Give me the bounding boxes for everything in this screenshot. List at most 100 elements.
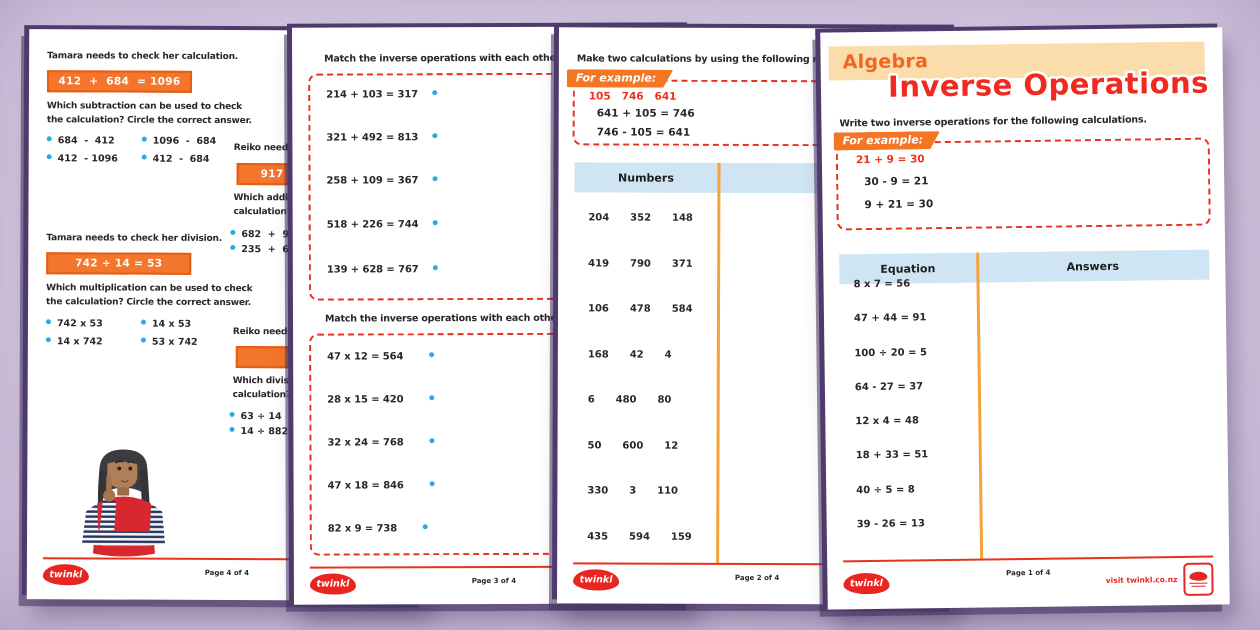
- page-footer: twinkl Page 1 of 4 visit twinkl.co.nz: [843, 555, 1214, 601]
- table-row: 64 - 27 = 37: [854, 381, 924, 394]
- badge-line: [1191, 585, 1206, 587]
- for-example-banner: For example:: [834, 131, 941, 150]
- twinkl-mini-logo-icon: [1189, 571, 1208, 581]
- table-row: 106 478 584: [588, 303, 693, 315]
- match-item: 214 + 103 = 317: [326, 89, 438, 101]
- table-row: 435 594 159: [587, 530, 692, 543]
- answer-option: 412 - 1096: [46, 153, 142, 165]
- match-item: 321 + 492 = 813: [326, 132, 438, 144]
- match-dot-icon: [429, 352, 435, 358]
- table-row: 8 x 7 = 56: [853, 278, 911, 291]
- r1-intro: Reiko needs t: [233, 143, 301, 154]
- match-item: 82 x 9 = 738: [328, 523, 429, 535]
- match-dot-icon: [423, 524, 429, 530]
- bullet-icon: [229, 427, 235, 433]
- numbers-column-header: Numbers: [618, 171, 674, 185]
- answer-option: 14 ÷ 882: [229, 426, 288, 437]
- bullet-icon: [141, 154, 147, 160]
- answer-option: 684 - 412: [46, 135, 142, 147]
- q1-question-line1: Which subtraction can be used to check: [46, 101, 242, 113]
- worksheet-page-4: Tamara needs to check her calculation. 4…: [26, 29, 430, 601]
- match-dot-icon: [432, 176, 438, 182]
- match-item: 32 x 24 = 768: [327, 437, 435, 449]
- example-line: 30 - 9 = 21: [864, 175, 929, 189]
- twinkl-logo: twinkl: [573, 569, 620, 591]
- answers-column-header: Answers: [1066, 259, 1120, 273]
- table-row: 100 ÷ 20 = 5: [854, 346, 927, 359]
- q1-options: 684 - 412 1096 - 684 412 - 1096 412 - 68…: [46, 135, 237, 165]
- bullet-icon: [46, 154, 52, 160]
- answer-option: 742 x 53: [45, 318, 141, 329]
- example-box: 21 + 9 = 30 30 - 9 = 21 9 + 21 = 30: [835, 137, 1211, 231]
- q2-options: 742 x 53 14 x 53 14 x 742 53 x 742: [45, 318, 236, 348]
- bullet-icon: [141, 136, 147, 142]
- twinkl-logo: twinkl: [42, 564, 89, 586]
- table-row: 419 790 371: [588, 257, 693, 270]
- equation-rows: 8 x 7 = 56 47 + 44 = 91 100 ÷ 20 = 5 64 …: [839, 267, 929, 542]
- table-divider: [976, 252, 983, 559]
- r1-question-line2: calculation? t: [233, 207, 299, 218]
- bullet-icon: [140, 337, 146, 343]
- example-line: 641 + 105 = 746: [596, 107, 695, 120]
- table-row: 204 352 148: [588, 212, 693, 224]
- table-row: 18 + 33 = 51: [855, 449, 929, 462]
- answer-option: 682 + 917: [230, 229, 302, 240]
- match-item: 47 x 18 = 846: [328, 480, 435, 492]
- q2-intro: Tamara needs to check her division.: [46, 233, 222, 244]
- table-divider: [716, 162, 721, 565]
- match-dot-icon: [432, 220, 438, 226]
- worksheet-title: Inverse Operations: [887, 65, 1210, 104]
- bullet-icon: [45, 337, 51, 343]
- bullet-icon: [230, 245, 236, 251]
- match-dot-icon: [432, 133, 438, 139]
- twinkl-stamp-badge: [1183, 562, 1214, 596]
- match-dot-icon: [429, 395, 435, 401]
- match-dot-icon: [432, 265, 438, 271]
- answer-option: 63 ÷ 14: [229, 411, 282, 422]
- answer-option: 412 - 684: [141, 154, 237, 165]
- example-line: 746 - 105 = 641: [596, 126, 691, 139]
- for-example-banner: For example:: [567, 69, 673, 87]
- twinkl-logo: twinkl: [843, 572, 890, 595]
- bullet-icon: [230, 230, 236, 236]
- table-row: 40 ÷ 5 = 8: [856, 484, 915, 497]
- match-dot-icon: [432, 90, 438, 96]
- match-item: 139 + 628 = 767: [327, 264, 438, 276]
- q2-question-line1: Which multiplication can be used to chec…: [46, 283, 253, 295]
- answer-option: 53 x 742: [140, 337, 236, 348]
- bullet-icon: [46, 136, 52, 142]
- match-item: 258 + 109 = 367: [327, 175, 438, 187]
- answer-option: 14 x 53: [140, 319, 236, 330]
- bullet-icon: [140, 319, 146, 325]
- match-dot-icon: [429, 481, 435, 487]
- q2-equation-box: 742 ÷ 14 = 53: [46, 252, 192, 275]
- q1-question-line2: the calculation? Circle the correct answ…: [46, 115, 252, 127]
- bullet-icon: [45, 319, 51, 325]
- table-row: 39 - 26 = 13: [856, 518, 925, 531]
- table-row: 6 480 80: [587, 394, 672, 406]
- match-item: 28 x 15 = 420: [327, 394, 435, 406]
- visit-link: visit twinkl.co.nz: [1105, 575, 1178, 585]
- example-line: 9 + 21 = 30: [864, 198, 934, 212]
- q1-equation-box: 412 + 684 = 1096: [46, 70, 193, 93]
- answer-option: 1096 - 684: [141, 136, 237, 147]
- table-row: 50 600 12: [587, 439, 679, 452]
- answer-option: 235 + 682: [230, 244, 302, 255]
- table-row: 12 x 4 = 48: [855, 415, 919, 428]
- table-row: 47 + 44 = 91: [853, 312, 927, 325]
- match-dot-icon: [429, 438, 435, 444]
- r1-question-line1: Which additi: [233, 193, 295, 204]
- numbers-rows: 204 352 148 419 790 371 106 478 584 168 …: [573, 195, 693, 559]
- match-item: 518 + 226 = 744: [327, 219, 438, 231]
- match-item: 47 x 12 = 564: [327, 351, 435, 363]
- badge-line: [1189, 582, 1208, 584]
- table-row: 168 42 4: [587, 348, 672, 361]
- example-numbers: 105 746 641: [588, 90, 677, 103]
- q1-intro: Tamara needs to check her calculation.: [47, 51, 239, 63]
- thinking-girl-illustration: [82, 449, 166, 557]
- example-line: 21 + 9 = 30: [855, 153, 925, 167]
- bullet-icon: [229, 412, 235, 418]
- answer-option: 14 x 742: [45, 336, 141, 347]
- worksheet-page-1: Algebra Inverse Operations Write two inv…: [820, 27, 1230, 610]
